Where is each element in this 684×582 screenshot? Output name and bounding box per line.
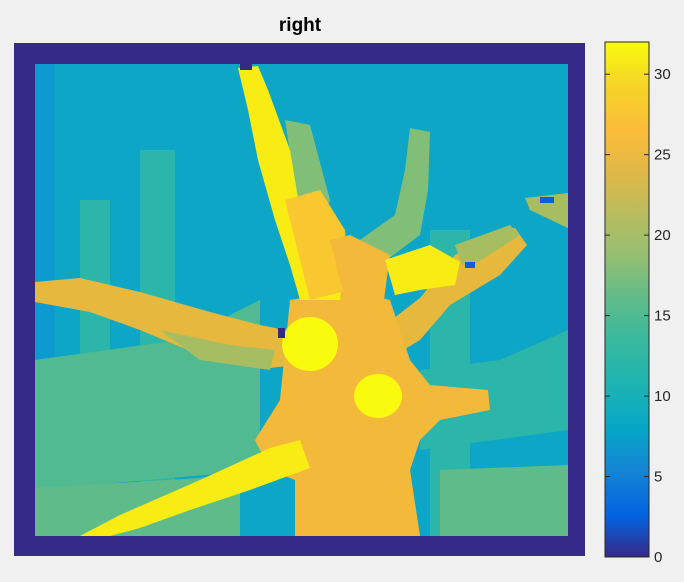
region-upper-left-branch-lower bbox=[285, 190, 350, 300]
region-left-arm-inner bbox=[160, 330, 275, 370]
speck bbox=[278, 328, 285, 338]
colorbar-tick-label: 10 bbox=[654, 388, 671, 405]
colorbar-gradient bbox=[604, 41, 650, 558]
region-upper-left-branch-lower bbox=[330, 235, 390, 335]
colorbar-tick-label: 15 bbox=[654, 308, 671, 325]
colorbar-tick-label: 5 bbox=[654, 469, 662, 486]
region-center-spot bbox=[282, 317, 338, 371]
colorbar-tick-label: 20 bbox=[654, 227, 671, 244]
colorbar: 0 5 10 15 20 25 30 bbox=[604, 41, 671, 566]
heatmap-image bbox=[35, 64, 568, 536]
speck bbox=[540, 197, 554, 203]
colorbar-tick-label: 0 bbox=[654, 549, 662, 566]
region-mid-background bbox=[420, 330, 568, 450]
region-lower-band bbox=[440, 465, 568, 536]
colorbar-ticks: 0 5 10 15 20 25 30 bbox=[605, 66, 671, 566]
region-right-center-spot bbox=[354, 374, 402, 418]
region-right-arm-tip bbox=[525, 193, 568, 228]
region-right-arm bbox=[375, 228, 527, 355]
region-upper-right-branch bbox=[360, 128, 430, 265]
region-upper-connector bbox=[385, 245, 460, 295]
colorbar-tick-label: 30 bbox=[654, 66, 671, 83]
speck bbox=[465, 262, 475, 268]
speck bbox=[240, 64, 252, 70]
region-right-arm-tip bbox=[455, 225, 520, 265]
region-lower-left-branch bbox=[80, 440, 310, 536]
chart-title: right bbox=[279, 15, 322, 36]
colorbar-tick-label: 25 bbox=[654, 147, 671, 164]
